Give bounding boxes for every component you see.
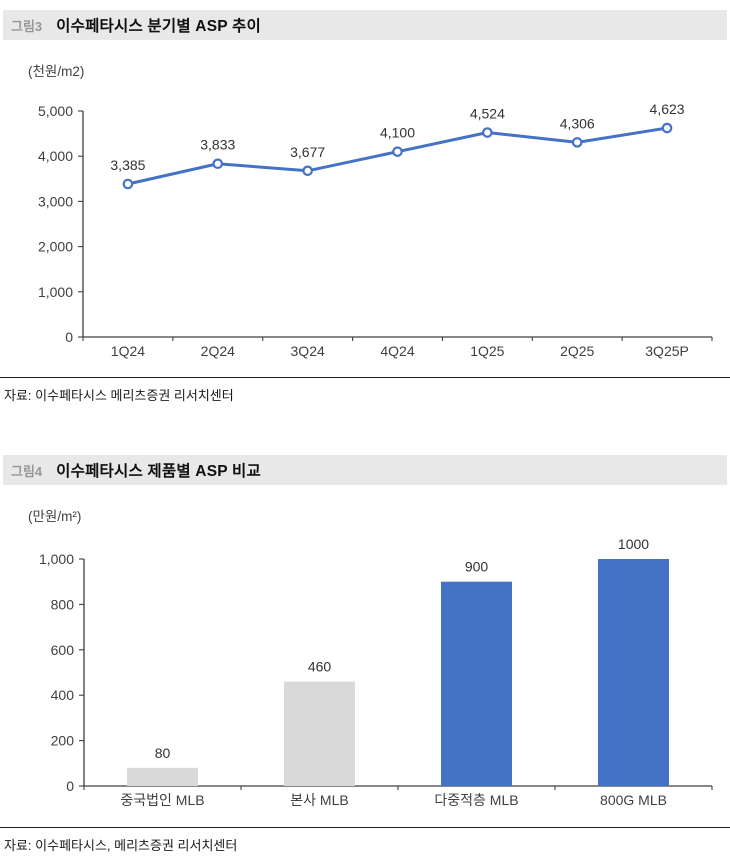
data-point-marker: [392, 146, 403, 157]
y-tick-label: 0: [66, 778, 74, 794]
figure3-header: 그림3 이수페타시스 분기별 ASP 추이: [3, 10, 727, 40]
x-category-label: 1Q24: [111, 343, 145, 359]
figure3-title: 이수페타시스 분기별 ASP 추이: [56, 18, 261, 35]
figure4-tag: 그림4: [11, 463, 43, 479]
x-category-label: 2Q24: [201, 343, 235, 359]
asp-bar: [284, 681, 355, 786]
y-tick-label: 2,000: [38, 239, 73, 255]
bar-value-label: 80: [155, 745, 171, 761]
y-tick-label: 5,000: [38, 103, 73, 119]
x-category-label: 본사 MLB: [290, 792, 348, 808]
data-point-marker: [571, 137, 583, 148]
y-tick-label: 3,000: [38, 193, 73, 209]
y-tick-label: 4,000: [38, 148, 73, 164]
asp-bar: [127, 767, 198, 786]
x-category-label: 다중적층 MLB: [434, 792, 518, 808]
figure4-title: 이수페타시스 제품별 ASP 비교: [56, 463, 261, 480]
figure4-header: 그림4 이수페타시스 제품별 ASP 비교: [3, 455, 727, 485]
y-tick-label: 1,000: [38, 284, 73, 300]
x-category-label: 중국법인 MLB: [120, 792, 204, 808]
data-point-marker: [122, 178, 134, 190]
data-point-label: 3,677: [290, 144, 325, 160]
x-category-label: 2Q25: [560, 343, 594, 359]
figure4-source: 자료: 이수페타시스, 메리츠증권 리서치센터: [4, 838, 238, 853]
x-category-label: 3Q24: [291, 343, 325, 359]
data-point-label: 4,524: [470, 106, 505, 122]
bar-value-label: 460: [308, 659, 332, 675]
asp-bar: [441, 581, 512, 786]
y-tick-label: 400: [51, 687, 75, 703]
data-point-marker: [302, 165, 313, 177]
bar-value-label: 900: [465, 559, 489, 575]
data-point-label: 4,306: [560, 115, 595, 131]
figure3-tag: 그림3: [11, 18, 43, 34]
y-tick-label: 1,000: [39, 551, 74, 567]
figure4-divider: [0, 827, 730, 828]
data-point-label: 3,385: [110, 157, 145, 173]
y-tick-label: 600: [51, 642, 75, 658]
figure3-divider: [0, 377, 730, 378]
figure3-unit-label: (천원/m2): [28, 64, 85, 79]
bar-value-label: 1000: [618, 536, 649, 552]
figure4-unit-label: (만원/m²): [28, 509, 82, 524]
data-point-label: 3,833: [200, 137, 235, 153]
asp-bar: [598, 559, 669, 786]
y-tick-label: 0: [65, 329, 73, 345]
y-tick-label: 200: [51, 733, 75, 749]
x-category-label: 4Q24: [380, 343, 414, 359]
data-point-marker: [212, 158, 224, 170]
data-point-label: 4,623: [650, 101, 685, 117]
y-tick-label: 800: [51, 596, 75, 612]
data-point-marker: [661, 122, 673, 134]
figure3-source: 자료: 이수페타시스 메리츠증권 리서치센터: [4, 388, 234, 403]
figure4-bar-chart: 0 200 400 600 800 1,000 중국법인 MLB 본사 MLB 다중적층 MLB…: [39, 536, 713, 808]
x-category-label: 800G MLB: [600, 792, 667, 808]
x-category-label: 3Q25P: [645, 343, 689, 359]
figure3-line-chart: 0 1,000 2,000 3,000 4,000 5,000 1Q24 2Q24 3Q24 4Q…: [38, 101, 713, 359]
data-point-marker: [482, 127, 493, 138]
x-category-label: 1Q25: [470, 343, 504, 359]
data-point-label: 4,100: [380, 125, 415, 141]
